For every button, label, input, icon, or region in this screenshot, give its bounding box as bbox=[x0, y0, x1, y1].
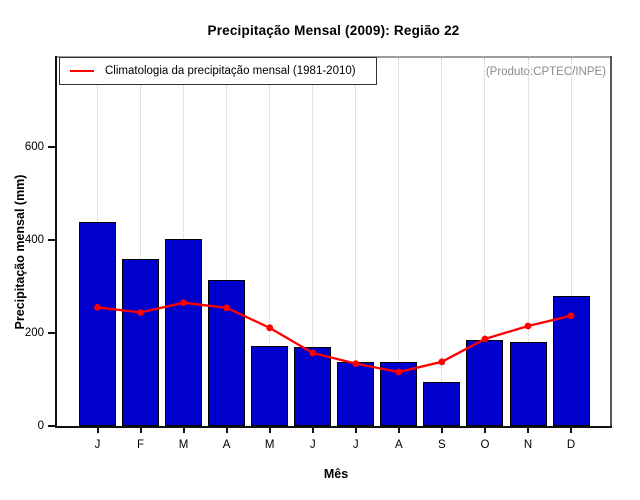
bar-O-9 bbox=[466, 340, 504, 426]
month-gridline bbox=[527, 58, 529, 426]
bar-M-2 bbox=[165, 239, 203, 426]
climatology-point-S-8 bbox=[438, 358, 446, 366]
bar-M-4 bbox=[251, 346, 289, 426]
y-tick-label-200: 200 bbox=[24, 326, 44, 339]
x-tick-label-9: O bbox=[480, 439, 490, 451]
x-tick bbox=[440, 428, 443, 433]
month-gridline bbox=[570, 58, 572, 426]
x-tick-label-3: A bbox=[222, 439, 231, 451]
month-gridline bbox=[355, 58, 357, 426]
climatology-point-M-2 bbox=[180, 299, 187, 307]
climatology-point-J-6 bbox=[352, 360, 360, 368]
legend-line-swatch bbox=[70, 69, 94, 73]
month-gridline bbox=[398, 58, 400, 426]
y-tick-label-0: 0 bbox=[37, 420, 44, 432]
bar-F-1 bbox=[122, 259, 160, 426]
x-tick-label-7: A bbox=[395, 439, 403, 451]
legend: Climatologia da precipitação mensal (198… bbox=[59, 57, 377, 85]
x-tick-label-2: M bbox=[178, 439, 189, 451]
x-tick bbox=[397, 428, 400, 433]
plot-area bbox=[57, 58, 610, 426]
x-tick bbox=[311, 428, 314, 433]
legend-label: Climatologia da precipitação mensal (198… bbox=[105, 65, 356, 77]
y-tick bbox=[48, 331, 56, 334]
x-tick-label-5: J bbox=[309, 439, 316, 451]
x-tick-label-11: D bbox=[566, 439, 576, 451]
climatology-point-A-3 bbox=[223, 304, 231, 312]
x-tick-label-8: S bbox=[438, 439, 446, 451]
bar-J-6 bbox=[337, 362, 375, 426]
climatology-point-A-7 bbox=[395, 368, 403, 376]
month-gridline bbox=[226, 58, 228, 426]
source-label: (Produto:CPTEC/INPE) bbox=[485, 66, 606, 78]
y-axis-title: Precipitação mensal (mm) bbox=[13, 174, 27, 330]
x-tick-label-1: F bbox=[137, 439, 145, 451]
climatology-point-O-9 bbox=[481, 335, 489, 343]
bar-J-0 bbox=[79, 222, 116, 426]
month-gridline bbox=[441, 58, 443, 426]
y-tick-label-400: 400 bbox=[24, 233, 44, 246]
y-tick-label-600: 600 bbox=[24, 140, 44, 153]
x-axis-line bbox=[55, 426, 612, 428]
climatology-point-J-5 bbox=[309, 349, 317, 357]
x-axis-title: Mês bbox=[323, 467, 349, 481]
climatology-point-N-10 bbox=[524, 322, 532, 330]
x-tick bbox=[527, 428, 529, 433]
x-tick bbox=[96, 428, 99, 433]
x-tick bbox=[225, 428, 228, 433]
y-tick bbox=[48, 238, 56, 241]
x-tick-label-4: M bbox=[264, 439, 275, 451]
climatology-point-D-11 bbox=[567, 312, 575, 320]
y-axis-line bbox=[55, 56, 57, 428]
bar-S-8 bbox=[423, 382, 461, 426]
y-tick bbox=[48, 145, 56, 148]
bar-A-3 bbox=[208, 280, 246, 426]
x-tick bbox=[139, 428, 142, 433]
x-tick-label-0: J bbox=[94, 439, 101, 451]
month-gridline bbox=[269, 58, 271, 426]
bar-N-10 bbox=[509, 342, 547, 426]
climatology-point-M-4 bbox=[266, 324, 274, 332]
climatology-line bbox=[97, 301, 572, 374]
x-tick bbox=[483, 428, 486, 433]
x-tick bbox=[354, 428, 357, 433]
x-tick-label-10: N bbox=[523, 439, 533, 451]
y-tick bbox=[48, 425, 56, 427]
climatology-point-J-0 bbox=[94, 303, 101, 311]
chart-title: Precipitação Mensal (2009): Região 22 bbox=[207, 23, 460, 38]
climatology-point-F-1 bbox=[137, 309, 144, 316]
x-tick bbox=[182, 428, 185, 433]
month-gridline bbox=[140, 58, 142, 426]
month-gridline bbox=[312, 58, 314, 426]
x-tick bbox=[268, 428, 271, 433]
month-gridline bbox=[484, 58, 486, 426]
x-tick-label-6: J bbox=[352, 439, 359, 451]
bar-J-5 bbox=[294, 347, 332, 426]
climatology-line-layer bbox=[94, 299, 575, 376]
x-tick bbox=[570, 428, 573, 433]
plot-border-right bbox=[610, 56, 612, 428]
